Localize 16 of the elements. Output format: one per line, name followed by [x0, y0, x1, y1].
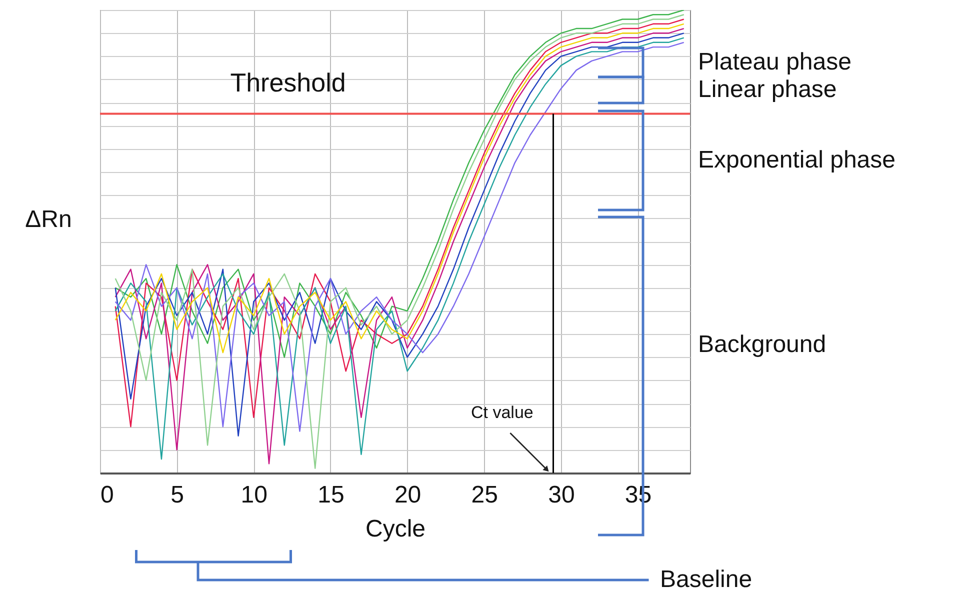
x-tick-label: 20	[394, 482, 422, 508]
x-tick-label: 10	[240, 482, 268, 508]
text: Baseline	[660, 566, 752, 593]
ref-line-label: Threshold	[230, 68, 346, 98]
y-axis-title: ΔRn	[25, 206, 72, 233]
x-tick-label: 15	[318, 482, 344, 508]
x-tick-label: 0	[100, 482, 114, 508]
text: Exponential phase	[698, 146, 896, 174]
annotation: Ct value	[470, 403, 534, 422]
x-tick-label: 5	[170, 482, 184, 508]
text: Background	[698, 331, 826, 358]
x-axis-title: Cycle	[365, 516, 426, 542]
text: Plateau phase	[698, 48, 852, 76]
x-tick-label: 25	[471, 482, 498, 508]
x-tick-label: 30	[548, 482, 575, 508]
text: Linear phase	[698, 76, 837, 103]
